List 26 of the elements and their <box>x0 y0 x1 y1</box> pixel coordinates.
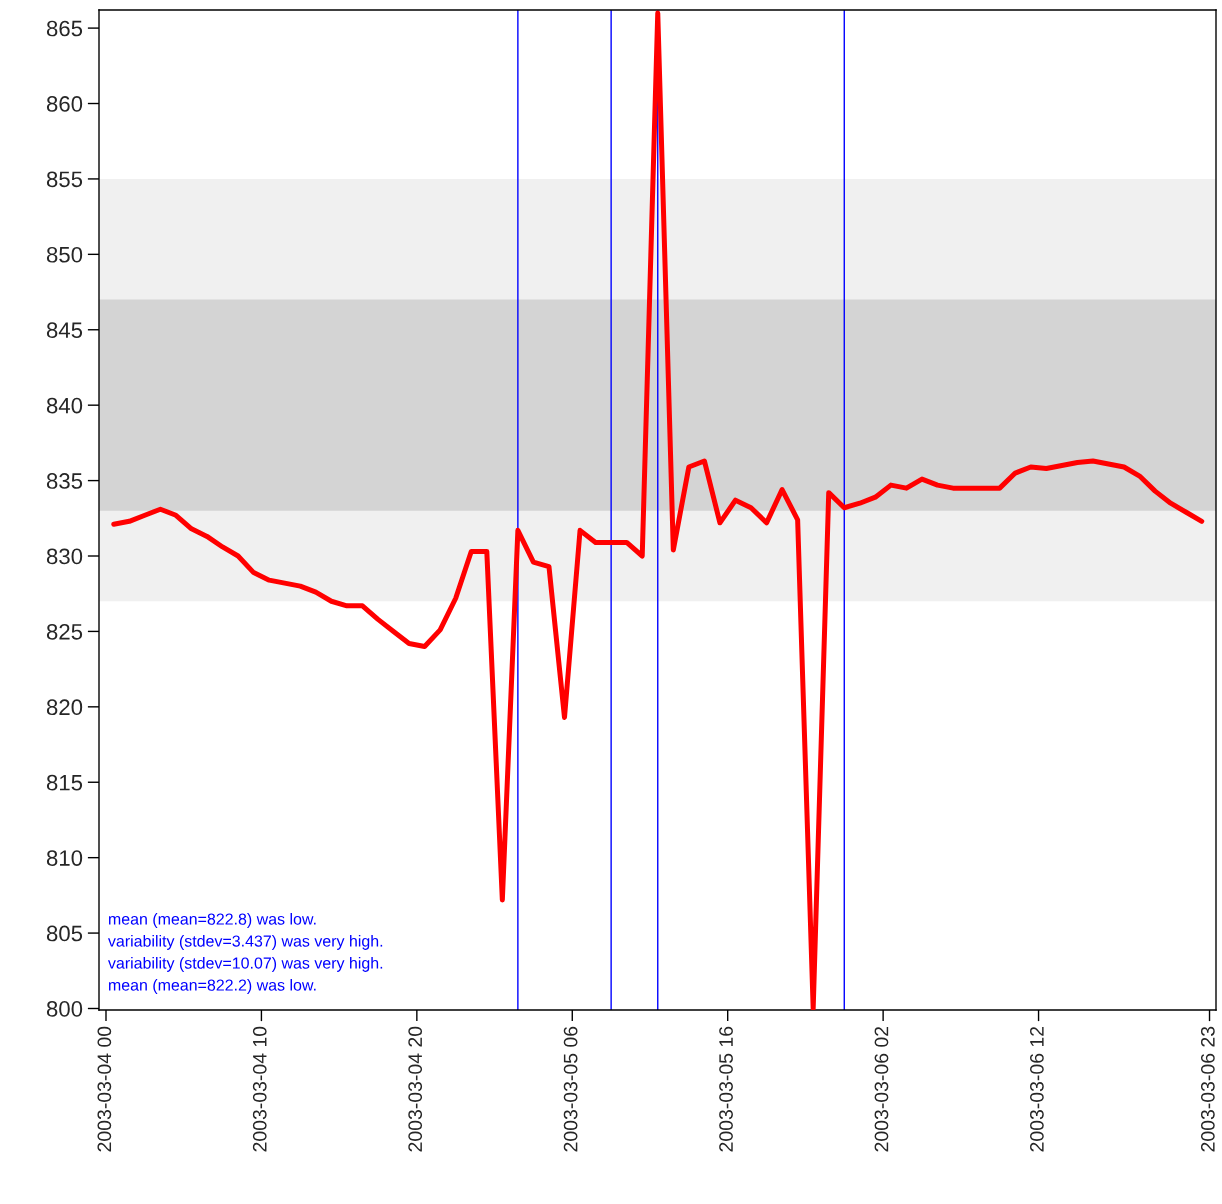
annotation: mean (mean=822.8) was low. <box>109 913 316 928</box>
x-tick-label: 2003-03-06 12 <box>1030 1026 1044 1152</box>
annotation: variability (stdev=10.07) was very high. <box>107 957 383 972</box>
y-tick-label: 855 <box>46 171 83 188</box>
x-tick-label: 2003-03-05 16 <box>719 1026 733 1152</box>
y-tick-label: 865 <box>46 20 83 37</box>
annotation: mean (mean=822.2) was low. <box>109 979 316 994</box>
y-tick-label: 835 <box>46 473 83 489</box>
x-tick-label: 2003-03-04 00 <box>97 1026 112 1152</box>
x-tick-label: 2003-03-04 10 <box>252 1026 267 1152</box>
y-tick-label: 805 <box>46 925 83 942</box>
y-tick-label: 815 <box>46 774 83 791</box>
y-tick-label: 800 <box>46 1001 83 1017</box>
y-tick-label: 810 <box>46 850 83 866</box>
y-tick-label: 845 <box>46 322 83 339</box>
y-tick-label: 820 <box>46 699 83 716</box>
y-tick-label: 840 <box>46 397 83 414</box>
y-tick-label: 850 <box>46 246 83 263</box>
x-tick-label: 2003-03-06 02 <box>874 1026 889 1152</box>
y-tick-label: 860 <box>46 96 83 112</box>
x-tick-label: 2003-03-04 20 <box>408 1026 423 1152</box>
annotation: variability (stdev=3.437) was very high. <box>107 935 383 950</box>
y-tick-label: 830 <box>46 548 83 565</box>
x-tick-label: 2003-03-06 23 <box>1200 1026 1215 1152</box>
x-tick-label: 2003-03-05 06 <box>563 1026 578 1152</box>
y-tick-label: 825 <box>46 623 83 640</box>
